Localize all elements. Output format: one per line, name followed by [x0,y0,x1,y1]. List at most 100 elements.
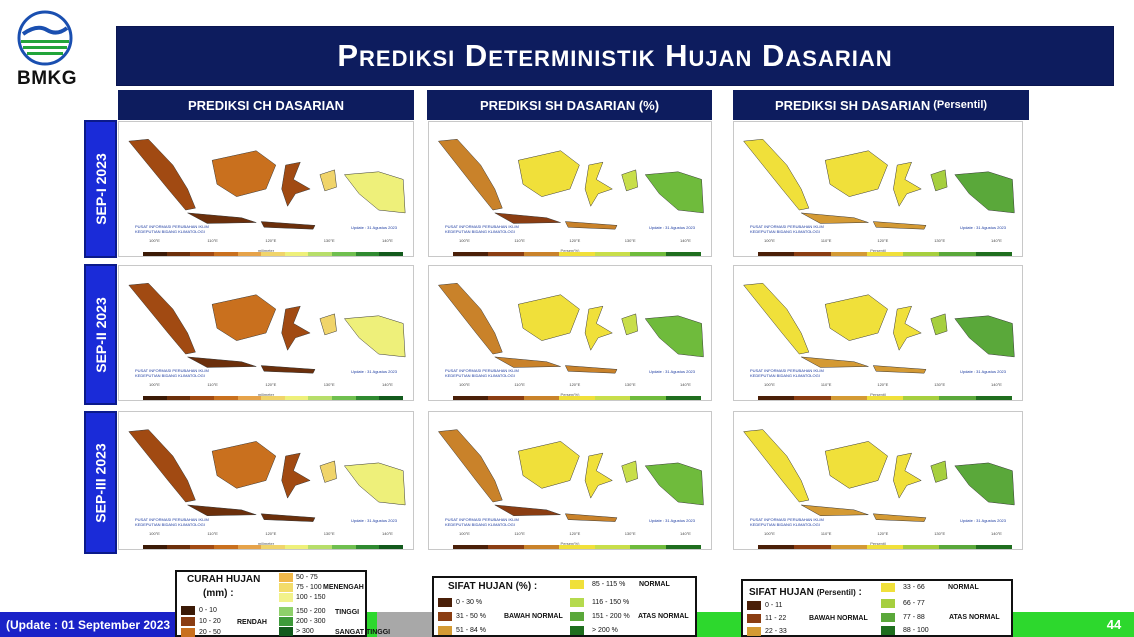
longitude-tick: 100°E [459,531,470,536]
colorbar-segment [190,545,214,549]
legend-item: 85 - 115 % [592,581,626,588]
map-unit-label: milimeter [257,541,275,546]
legend-item: 31 - 50 % [456,613,486,620]
column-header-label: PREDIKSI SH DASARIAN (%) [479,97,660,113]
legend-swatch [747,614,761,623]
map-unit-label: Persen(%) [560,248,580,253]
map-institution-text: PUSAT INFORMASI PERUBAHAN IKLIM KEDEPUTIA… [750,224,824,234]
colorbar-segment [332,396,356,400]
footer-update-label: (Update : 01 September 2023 [0,612,182,637]
map-longitude-axis: 100°E 110°E 120°E 130°E 140°E [764,238,1002,243]
indonesia-map-icon [128,282,406,374]
colorbar-segment [166,396,191,400]
longitude-tick: 130°E [934,382,946,387]
map-colorbar [758,252,1012,256]
colorbar-segment [866,396,904,400]
colorbar-segment [355,396,380,400]
legend-swatch [181,606,195,615]
longitude-tick: 140°E [382,382,393,387]
colorbar-segment [237,252,262,256]
indonesia-map-icon [743,282,1015,374]
indonesia-map-icon [128,429,406,522]
legend-swatch [279,617,293,626]
map-longitude-axis: 100°E 110°E 120°E 130°E 140°E [459,238,691,243]
colorbar-segment [758,545,795,549]
map-institution-line: PUSAT INFORMASI PERUBAHAN IKLIM [750,517,824,522]
longitude-tick: 130°E [624,238,636,243]
colorbar-segment [237,396,262,400]
colorbar-segment [237,545,262,549]
colorbar-segment [665,545,701,549]
colorbar-segment [830,545,867,549]
bmkg-emblem-icon [17,10,73,66]
legend-item: 20 - 50 [199,629,221,636]
colorbar-segment [523,252,560,256]
colorbar-segment [488,396,524,400]
map-institution-line: PUSAT INFORMASI PERUBAHAN IKLIM [750,368,824,373]
legend-swatch [881,626,895,635]
row-label-sep-1: SEP-I 2023 [84,120,117,258]
map-unit-label: Persentil [870,392,886,397]
indonesia-map-icon [743,429,1015,522]
map-institution-text: PUSAT INFORMASI PERUBAHAN IKLIM KEDEPUTIA… [135,224,209,234]
longitude-tick: 120°E [569,382,581,387]
legend-item: 0 - 30 % [456,599,483,606]
colorbar-segment [332,252,356,256]
map-update-text: Update : 31 Agustus 2023 [648,225,695,230]
map-longitude-axis: 100°E 110°E 120°E 130°E 140°E [149,531,393,536]
column-header-persentil: PREDIKSI SH DASARIAN (Persentil) [733,90,1029,120]
map-longitude-axis: 100°E 110°E 120°E 130°E 140°E [459,531,691,536]
map-institution-line: PUSAT INFORMASI PERUBAHAN IKLIM [445,224,519,229]
legend-swatch [438,612,452,621]
map-unit-label: milimeter [257,392,275,397]
map-institution-line: PUSAT INFORMASI PERUBAHAN IKLIM [135,224,209,229]
legend-swatch [881,599,895,608]
map-institution-line: PUSAT INFORMASI PERUBAHAN IKLIM [445,517,519,522]
row-label-text: SEP-II 2023 [92,296,109,373]
legend-item: 150 - 200 [296,608,326,615]
map-update-text: Update : 31 Agustus 2023 [350,225,397,230]
prediction-map: PUSAT INFORMASI PERUBAHAN IKLIM KEDEPUTIA… [428,411,712,550]
prediction-map: PUSAT INFORMASI PERUBAHAN IKLIM KEDEPUTIA… [118,265,414,401]
colorbar-segment [939,396,976,400]
legend-category: NORMAL [948,584,979,591]
colorbar-segment [665,396,701,400]
indonesia-map-icon [437,282,704,374]
colorbar-segment [939,545,976,549]
legend-item: 50 - 75 [296,574,318,581]
legend-swatch [747,601,761,610]
legend-item: 33 - 66 [903,584,925,591]
longitude-tick: 110°E [514,531,525,536]
map-institution-line: KEDEPUTIAN BIDANG KLIMATOLOGI [135,373,205,378]
map-institution-line: PUSAT INFORMASI PERUBAHAN IKLIM [445,368,519,373]
colorbar-segment [559,396,595,400]
legend-swatch [181,628,195,637]
colorbar-segment [261,252,285,256]
colorbar-segment [355,252,380,256]
colorbar-segment [143,545,167,549]
longitude-tick: 100°E [459,382,470,387]
colorbar-segment [453,252,489,256]
row-label-text: SEP-III 2023 [92,442,109,523]
map-update-text: Update : 31 Agustus 2023 [648,518,695,523]
colorbar-segment [284,252,309,256]
colorbar-segment [379,252,404,256]
legend-category: ATAS NORMAL [638,613,689,620]
map-update-text: Update : 31 Agustus 2023 [959,518,1006,523]
column-header-suffix: (Persentil) [933,99,988,111]
column-header-label: PREDIKSI SH DASARIAN [774,97,931,113]
longitude-tick: 130°E [934,531,946,536]
longitude-tick: 100°E [764,238,775,243]
longitude-tick: 120°E [877,531,889,536]
map-colorbar [143,396,404,400]
longitude-tick: 110°E [514,238,525,243]
map-longitude-axis: 100°E 110°E 120°E 130°E 140°E [764,382,1002,387]
longitude-tick: 110°E [207,238,218,243]
map-colorbar [453,252,701,256]
longitude-tick: 120°E [265,238,277,243]
legend-item: 116 - 150 % [592,599,630,606]
legend-category: ATAS NORMAL [949,614,1000,621]
colorbar-segment [453,545,489,549]
legend-swatch [570,612,584,621]
legend-category: MENENGAH [323,584,364,591]
